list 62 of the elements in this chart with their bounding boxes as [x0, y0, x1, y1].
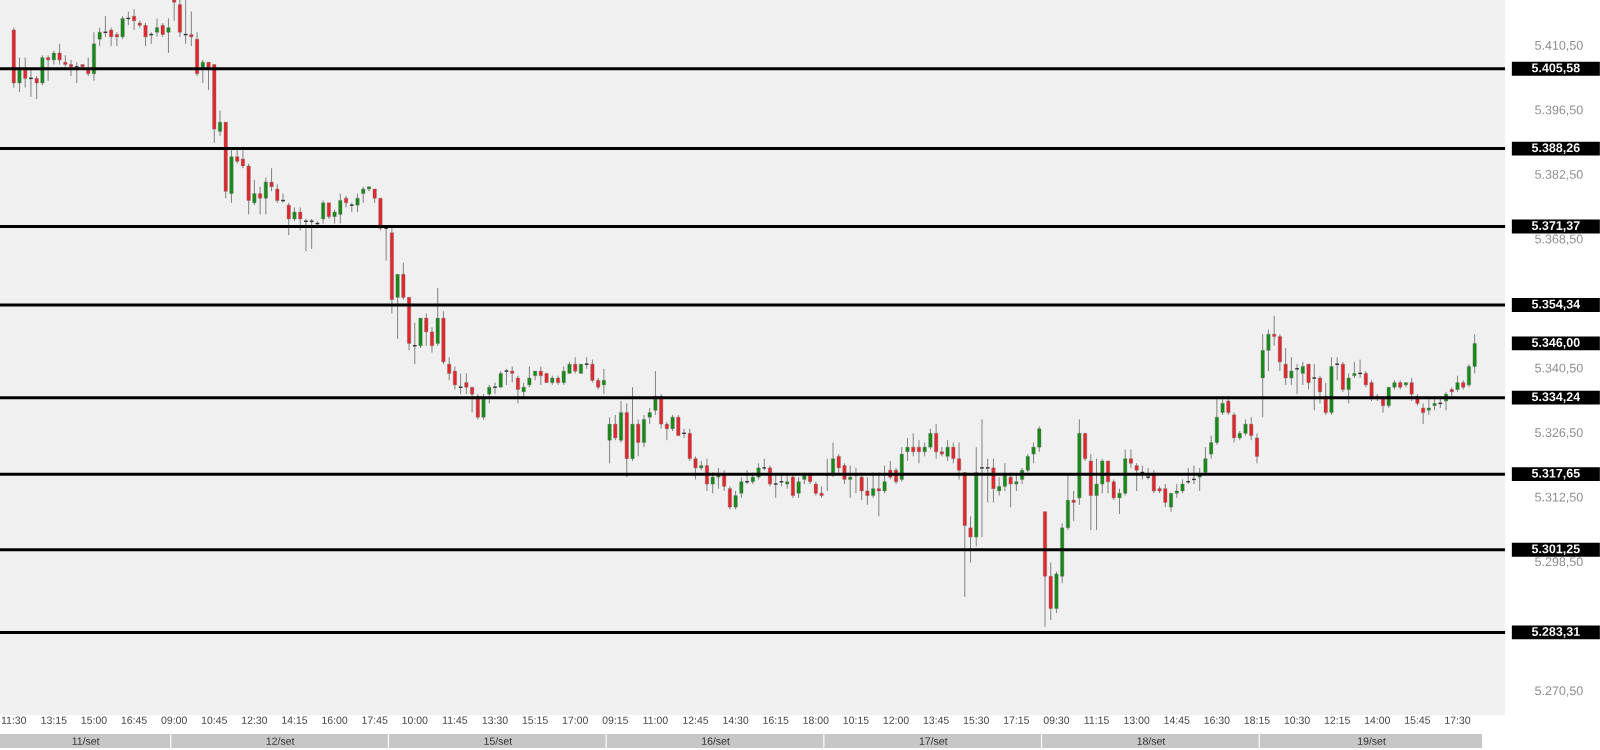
x-tick-label: 14:30 [723, 716, 749, 724]
x-tick-label: 10:00 [402, 716, 428, 724]
ref-line-label: 5.405,58 [1531, 63, 1580, 75]
x-tick-label: 17:45 [362, 716, 388, 724]
y-tick-label: 5.368,50 [1535, 234, 1583, 245]
x-tick-label: 16:30 [1204, 716, 1230, 724]
x-tick-label: 17:00 [562, 716, 588, 724]
x-tick-label: 17:15 [1004, 716, 1030, 724]
x-tick-label: 15:30 [963, 716, 989, 724]
x-tick-label: 16:15 [763, 716, 789, 724]
x-tick-label: 09:30 [1043, 716, 1070, 724]
ref-line-label: 5.388,26 [1531, 143, 1580, 154]
x-tick-label: 16:00 [322, 716, 348, 724]
x-tick-label: 13:00 [1124, 716, 1150, 724]
y-tick-label: 5.396,50 [1535, 105, 1583, 116]
x-tick-label: 09:15 [602, 716, 628, 724]
ref-line-label: 5.283,31 [1531, 627, 1580, 638]
y-tick-label: 5.326,50 [1535, 428, 1583, 439]
text: 16/set [702, 737, 730, 745]
x-tick-label: 10:45 [201, 716, 227, 724]
text: 18/set [1137, 737, 1166, 745]
y-tick-label: 5.382,50 [1535, 170, 1583, 181]
ref-line-label: 5.301,25 [1531, 544, 1580, 556]
x-tick-label: 13:30 [482, 716, 508, 724]
x-tick-label: 11:30 [1, 716, 27, 724]
x-tick-label: 18:00 [803, 716, 829, 724]
x-tick-label: 12:45 [683, 716, 709, 724]
x-tick-label: 12:00 [883, 716, 909, 724]
y-tick-label: 5.340,50 [1535, 363, 1583, 374]
x-tick-label: 15:15 [522, 716, 548, 724]
ref-line-label: 5.317,65 [1531, 468, 1580, 480]
text: 11/set [72, 737, 100, 745]
text: 19/set [1358, 737, 1386, 745]
text: 17/set [919, 737, 948, 745]
y-tick-label: 5.270,50 [1535, 686, 1583, 697]
x-tick-label: 18:15 [1244, 716, 1270, 724]
x-tick-label: 12:15 [1324, 716, 1350, 724]
x-tick-label: 14:45 [1164, 716, 1190, 724]
x-tick-label: 10:15 [843, 716, 869, 724]
text: 15/set [484, 737, 513, 745]
x-tick-label: 09:00 [161, 716, 187, 724]
x-tick-label: 14:15 [282, 716, 308, 724]
ref-line-label: 5.371,37 [1531, 221, 1580, 232]
x-tick-label: 15:45 [1405, 716, 1431, 724]
x-tick-label: 14:00 [1364, 716, 1391, 724]
text: 12/set [266, 737, 295, 745]
y-tick-label: 5.410,50 [1535, 40, 1583, 52]
ref-line-label: 5.334,24 [1531, 392, 1581, 403]
y-tick-label: 5.298,50 [1535, 557, 1583, 568]
x-tick-label: 13:45 [923, 716, 949, 724]
x-tick-label: 17:30 [1445, 716, 1471, 724]
x-tick-label: 11:00 [643, 716, 668, 724]
ref-line-label: 5.354,34 [1531, 299, 1581, 311]
x-tick-label: 16:45 [121, 716, 147, 724]
y-tick-label: 5.312,50 [1535, 492, 1583, 504]
x-tick-label: 13:15 [41, 716, 67, 724]
x-tick-label: 11:45 [442, 716, 468, 724]
x-tick-label: 15:00 [81, 716, 107, 724]
x-tick-label: 12:30 [242, 716, 268, 724]
x-tick-label: 11:15 [1084, 716, 1109, 724]
x-tick-label: 10:30 [1284, 716, 1310, 724]
text: 5.346,00 [1531, 338, 1580, 349]
